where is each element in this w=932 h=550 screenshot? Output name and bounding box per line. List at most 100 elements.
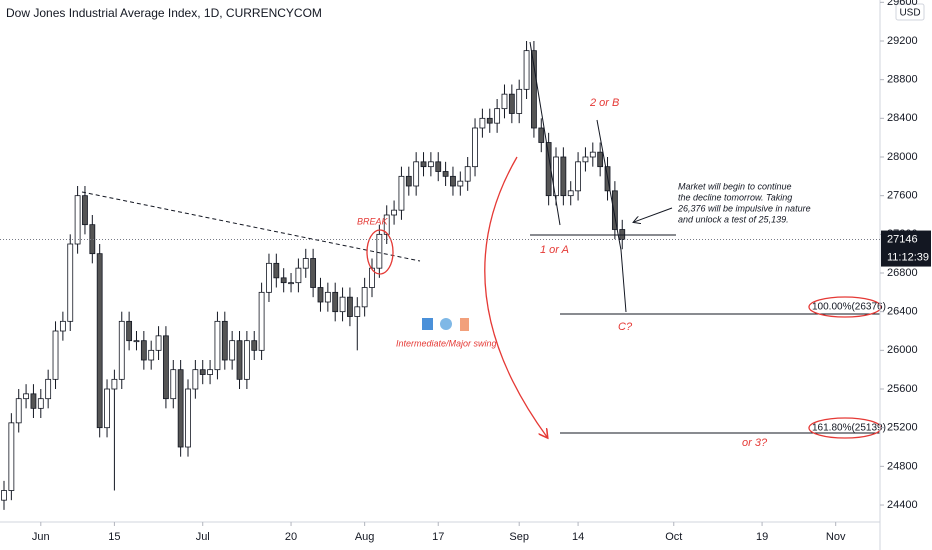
candle-body: [560, 156, 567, 197]
candle-body: [332, 291, 339, 313]
candle-body: [229, 340, 236, 361]
y-tick-label: 25600: [887, 383, 918, 395]
candle-body: [310, 258, 317, 288]
x-tick-label: Jul: [196, 531, 210, 543]
candle-body: [479, 117, 486, 129]
note-line: and unlock a test of 25,139.: [678, 214, 789, 224]
candle-body: [67, 243, 74, 322]
annotation: or 3?: [742, 437, 768, 449]
icon: [422, 318, 433, 330]
countdown: 11:12:39: [887, 251, 929, 263]
y-tick-label: 27600: [887, 190, 918, 202]
candle-body: [472, 127, 478, 168]
y-tick-label: 26400: [887, 306, 918, 318]
candles: [1, 40, 626, 510]
y-tick-label: 26800: [887, 267, 918, 279]
annotation: 1 or A: [540, 244, 569, 256]
candle-body: [376, 233, 383, 269]
candle-body: [207, 369, 213, 375]
currency-box: [895, 3, 925, 21]
candle-body: [398, 175, 405, 211]
candle-body: [214, 320, 221, 371]
candle-body: [575, 161, 581, 192]
y-tick-label: 24800: [887, 460, 918, 472]
annotation: Intermediate/Major swing: [396, 338, 497, 348]
candle-body: [82, 195, 88, 226]
y-tick-label: 29200: [887, 35, 918, 47]
candle-body: [185, 388, 191, 448]
candle-body: [427, 161, 434, 168]
candle-body: [155, 335, 162, 351]
candle-body: [258, 291, 265, 351]
candle-body: [170, 369, 177, 400]
candle-body: [111, 378, 118, 390]
x-tick-label: 20: [285, 531, 297, 543]
annotation: 2 or B: [589, 97, 619, 109]
candle-body: [354, 306, 361, 317]
candle-body: [295, 267, 302, 284]
candle-body: [163, 335, 169, 400]
candle-body: [251, 340, 258, 351]
note-line: Market will begin to continue: [678, 181, 792, 191]
y-tick-label: 25200: [887, 422, 918, 434]
candle-body: [361, 287, 368, 308]
candle-body: [8, 422, 15, 491]
candle-body: [104, 388, 110, 429]
annotation: C?: [618, 321, 633, 333]
candle-body: [582, 156, 589, 163]
candle-body: [324, 291, 331, 303]
x-tick-label: 17: [432, 531, 444, 543]
x-tick-label: Jun: [32, 531, 50, 543]
candle-body: [52, 330, 59, 380]
annotation: BREAK: [357, 216, 389, 226]
candle-body: [118, 320, 125, 380]
fib-label: 100.00%(26376): [812, 302, 886, 313]
candle-body: [516, 88, 523, 114]
chart-title: Dow Jones Industrial Average Index, 1D, …: [6, 6, 322, 20]
last-price: 27146: [887, 233, 918, 245]
candle-body: [383, 214, 390, 235]
wave-line: [596, 119, 627, 313]
note-arrow: [634, 207, 673, 222]
candle-body: [420, 161, 427, 168]
candle-body: [74, 195, 81, 245]
break-circle: [366, 229, 394, 275]
candle-body: [523, 50, 530, 90]
y-tick-label: 28800: [887, 74, 918, 86]
candle-body: [538, 127, 545, 143]
candle-body: [288, 282, 294, 285]
wave-line: [529, 41, 561, 226]
candle-body: [15, 398, 22, 424]
icon: [460, 318, 469, 331]
fib-circle: [808, 296, 882, 318]
candle-body: [317, 287, 324, 303]
candle-body: [486, 117, 493, 124]
candle-body: [589, 151, 596, 158]
candle-body: [302, 258, 309, 269]
x-tick-label: 15: [108, 531, 120, 543]
candle-body: [531, 50, 537, 129]
currency: USD: [899, 8, 920, 19]
candle-body: [23, 393, 29, 400]
candle-body: [501, 93, 508, 110]
candle-body: [391, 209, 397, 216]
candle-body: [1, 490, 7, 501]
candle-body: [236, 340, 243, 380]
candle-body: [508, 93, 515, 114]
candle-body: [59, 320, 66, 332]
candle-body: [89, 224, 96, 255]
candle-body: [464, 166, 471, 182]
candle-body: [339, 296, 346, 313]
candle-body: [133, 340, 140, 343]
y-tick-label: 28000: [887, 151, 918, 163]
x-tick-label: Aug: [355, 531, 375, 543]
candle-body: [597, 151, 604, 168]
fib-label: 161.80%(25139): [812, 423, 886, 434]
y-tick-label: 24400: [887, 499, 918, 511]
candle-body: [273, 262, 280, 279]
candle-body: [96, 253, 103, 429]
candle-body: [442, 171, 449, 177]
candle-body: [450, 175, 456, 187]
candle-body: [567, 190, 574, 197]
